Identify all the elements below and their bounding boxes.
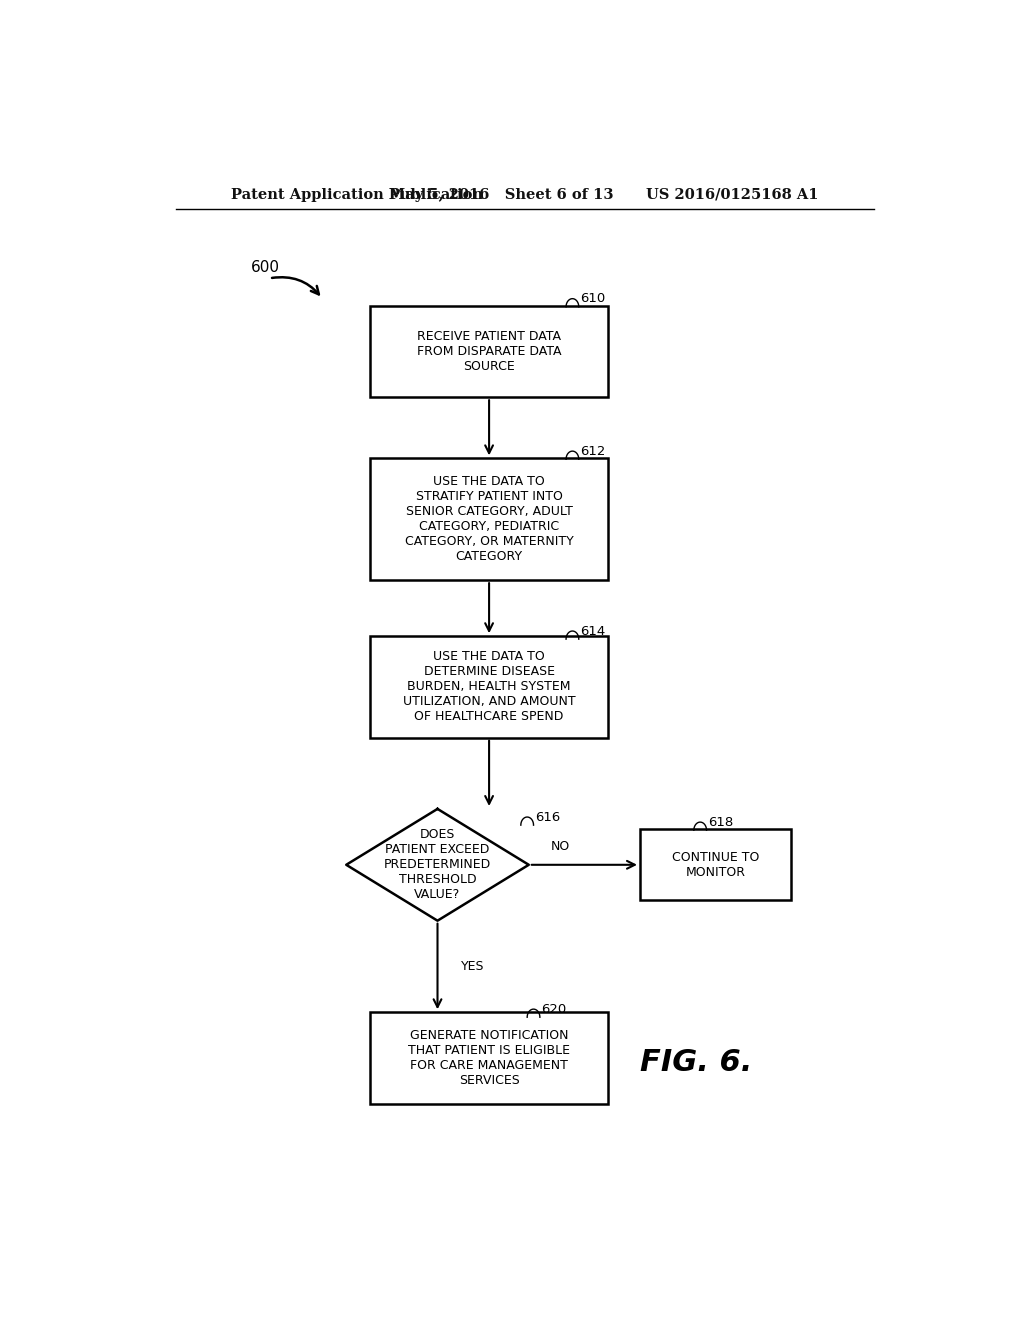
Text: 616: 616: [536, 810, 560, 824]
Text: 620: 620: [542, 1003, 566, 1015]
Text: DOES
PATIENT EXCEED
PREDETERMINED
THRESHOLD
VALUE?: DOES PATIENT EXCEED PREDETERMINED THRESH…: [384, 828, 492, 902]
Text: GENERATE NOTIFICATION
THAT PATIENT IS ELIGIBLE
FOR CARE MANAGEMENT
SERVICES: GENERATE NOTIFICATION THAT PATIENT IS EL…: [409, 1028, 570, 1086]
FancyBboxPatch shape: [640, 829, 791, 900]
FancyBboxPatch shape: [370, 1012, 608, 1104]
Text: FIG. 6.: FIG. 6.: [640, 1048, 753, 1077]
Text: 600: 600: [251, 260, 280, 275]
Text: CONTINUE TO
MONITOR: CONTINUE TO MONITOR: [672, 851, 759, 879]
FancyBboxPatch shape: [370, 306, 608, 397]
Text: Patent Application Publication: Patent Application Publication: [231, 187, 483, 202]
FancyBboxPatch shape: [370, 636, 608, 738]
Text: May 5, 2016   Sheet 6 of 13: May 5, 2016 Sheet 6 of 13: [389, 187, 613, 202]
Text: 610: 610: [581, 292, 605, 305]
Text: US 2016/0125168 A1: US 2016/0125168 A1: [646, 187, 818, 202]
Text: YES: YES: [462, 960, 484, 973]
Text: 612: 612: [581, 445, 606, 458]
Text: NO: NO: [551, 840, 570, 853]
Text: 618: 618: [709, 816, 733, 829]
Text: RECEIVE PATIENT DATA
FROM DISPARATE DATA
SOURCE: RECEIVE PATIENT DATA FROM DISPARATE DATA…: [417, 330, 561, 374]
Text: USE THE DATA TO
DETERMINE DISEASE
BURDEN, HEALTH SYSTEM
UTILIZATION, AND AMOUNT
: USE THE DATA TO DETERMINE DISEASE BURDEN…: [402, 651, 575, 723]
Polygon shape: [346, 809, 528, 921]
Text: 614: 614: [581, 624, 605, 638]
Text: USE THE DATA TO
STRATIFY PATIENT INTO
SENIOR CATEGORY, ADULT
CATEGORY, PEDIATRIC: USE THE DATA TO STRATIFY PATIENT INTO SE…: [404, 475, 573, 564]
FancyBboxPatch shape: [370, 458, 608, 581]
